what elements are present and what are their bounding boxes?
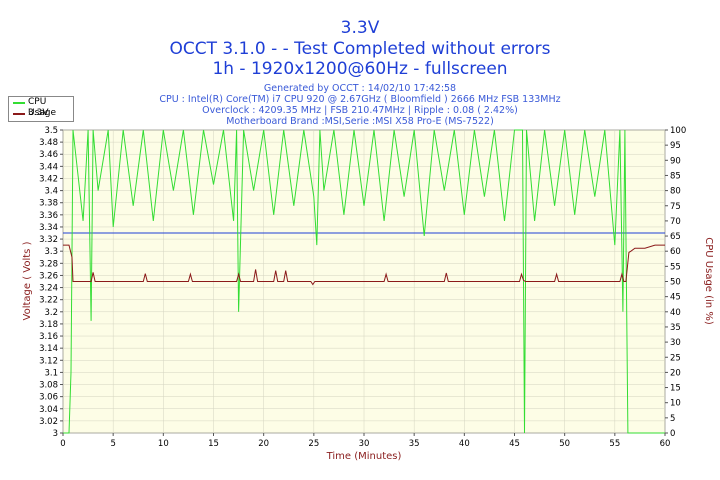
right-tick-label: 30 <box>670 338 681 348</box>
left-tick-label: 3.46 <box>39 150 58 160</box>
left-tick-label: 3.18 <box>39 320 58 330</box>
right-tick-label: 55 <box>670 262 681 272</box>
y-axis-label-left: Voltage ( Volts ) <box>22 241 33 320</box>
right-tick-label: 90 <box>670 156 681 166</box>
left-tick-label: 3.14 <box>39 344 58 354</box>
x-axis-label: Time (Minutes) <box>326 451 402 462</box>
voltage-series <box>63 244 665 286</box>
x-tick-label: 20 <box>258 439 269 449</box>
left-tick-label: 3.28 <box>39 259 58 269</box>
x-tick-label: 10 <box>158 439 169 449</box>
right-tick-label: 85 <box>670 171 681 181</box>
left-tick-label: 3.32 <box>39 235 58 245</box>
left-tick-label: 3.04 <box>39 405 58 415</box>
cpu-usage-series <box>63 129 665 434</box>
left-tick-label: 3.42 <box>39 174 58 184</box>
right-tick-label: 65 <box>670 232 681 242</box>
right-tick-label: 0 <box>670 429 675 439</box>
right-tick-label: 100 <box>670 126 686 136</box>
right-tick-label: 60 <box>670 247 681 257</box>
left-axis-ticks: 3 3.02 3.04 3.06 3.08 3.1 3.12 3.14 3.16 3.18 3.2 3… <box>39 126 63 439</box>
x-tick-label: 5 <box>110 439 115 449</box>
x-axis-ticks: 0 5 10 15 20 25 30 35 40 45 50 55 60 <box>60 433 670 449</box>
left-tick-label: 3.44 <box>39 162 58 172</box>
info-overclock: Overclock : 4209.35 MHz | FSB 210.47MHz … <box>202 105 518 116</box>
x-tick-label: 45 <box>509 439 520 449</box>
right-tick-label: 35 <box>670 323 681 333</box>
right-tick-label: 25 <box>670 353 681 363</box>
right-tick-label: 40 <box>670 308 681 318</box>
x-tick-label: 35 <box>409 439 420 449</box>
left-tick-label: 3.1 <box>44 368 58 378</box>
right-tick-label: 20 <box>670 368 681 378</box>
info-motherboard: Motherboard Brand :MSI,Serie :MSI X58 Pr… <box>226 116 494 127</box>
right-tick-label: 15 <box>670 384 681 394</box>
legend-item-3v3: 3.3V <box>9 108 73 119</box>
info-cpu: CPU : Intel(R) Core(TM) i7 CPU 920 @ 2.6… <box>159 94 561 105</box>
series-line-3v3 <box>63 244 665 286</box>
x-tick-label: 40 <box>459 439 470 449</box>
left-tick-label: 3.06 <box>39 393 58 403</box>
right-tick-label: 50 <box>670 278 681 288</box>
x-tick-label: 15 <box>208 439 219 449</box>
left-tick-label: 3.5 <box>44 126 58 136</box>
x-tick-label: 25 <box>308 439 319 449</box>
x-tick-label: 55 <box>609 439 620 449</box>
left-tick-label: 3.22 <box>39 296 58 306</box>
left-tick-label: 3.4 <box>44 187 58 197</box>
info-generated: Generated by OCCT : 14/02/10 17:42:58 <box>263 83 457 94</box>
right-tick-label: 75 <box>670 202 681 212</box>
legend-item-cpu-usage: CPU Usage <box>9 97 73 118</box>
x-tick-label: 50 <box>559 439 570 449</box>
right-tick-label: 10 <box>670 399 681 409</box>
right-tick-label: 70 <box>670 217 681 227</box>
chart-title: 3.3V <box>340 18 380 38</box>
left-tick-label: 3.24 <box>39 284 58 294</box>
left-tick-label: 3.08 <box>39 381 58 391</box>
legend-label-3v3: 3.3V <box>28 108 49 118</box>
legend: CPU Usage 3.3V <box>8 96 74 122</box>
legend-swatch-cpu-usage <box>13 102 25 104</box>
y-axis-label-right: CPU Usage (in %) <box>703 237 714 325</box>
left-tick-label: 3.3 <box>44 247 58 257</box>
left-tick-label: 3.2 <box>44 308 58 318</box>
chart-subtitle-test-status: OCCT 3.1.0 - - Test Completed without er… <box>169 39 551 59</box>
chart-subtitle-duration: 1h - 1920x1200@60Hz - fullscreen <box>212 59 508 79</box>
right-tick-label: 95 <box>670 141 681 151</box>
left-tick-label: 3.26 <box>39 271 58 281</box>
series-line-cpu-usage <box>63 129 665 434</box>
left-tick-label: 3.12 <box>39 356 58 366</box>
right-tick-label: 5 <box>670 414 675 424</box>
left-tick-label: 3.16 <box>39 332 58 342</box>
left-tick-label: 3.34 <box>39 223 58 233</box>
left-tick-label: 3.48 <box>39 138 58 148</box>
x-tick-label: 60 <box>660 439 671 449</box>
x-tick-label: 30 <box>359 439 370 449</box>
right-tick-label: 45 <box>670 293 681 303</box>
right-axis-ticks: 0 5 10 15 20 25 30 35 40 45 50 55 60 65 70 75 80 85 90 95 10… <box>665 126 686 439</box>
left-tick-label: 3.02 <box>39 417 58 427</box>
left-tick-label: 3.38 <box>39 199 58 209</box>
left-tick-label: 3 <box>53 429 58 439</box>
legend-swatch-3v3 <box>13 113 25 115</box>
legend-label-cpu-usage: CPU Usage <box>28 97 57 118</box>
left-tick-label: 3.36 <box>39 211 58 221</box>
right-tick-label: 80 <box>670 187 681 197</box>
x-tick-label: 0 <box>60 439 65 449</box>
